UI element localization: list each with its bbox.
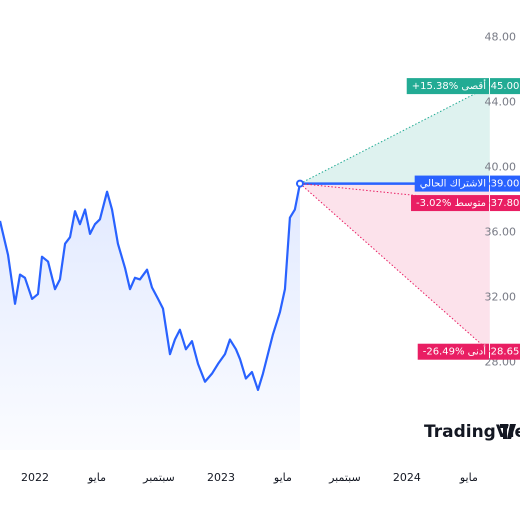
- price-badge: [490, 78, 520, 95]
- forecast-label-box: [411, 195, 489, 212]
- forecast-line: [299, 183, 490, 204]
- price-badge-label: 45.00: [491, 81, 520, 92]
- x-tick-label: سبتمبر: [328, 471, 361, 484]
- x-tick-label: 2024: [393, 471, 421, 484]
- watermark-text: TradingView: [424, 422, 520, 442]
- x-tick-label: سبتمبر: [142, 471, 175, 484]
- price-badge-label: 37.80: [491, 198, 520, 209]
- logo: [503, 424, 507, 439]
- forecast-label-box: [417, 343, 489, 360]
- logo: [507, 424, 516, 439]
- forecast-label-box: [406, 78, 489, 95]
- y-tick-label: 36.00: [485, 225, 517, 238]
- price-badge-label: 28.65: [491, 347, 520, 358]
- watermark: TradingView: [424, 422, 520, 442]
- y-tick-label: 48.00: [485, 30, 517, 43]
- forecast-label-box: [414, 175, 489, 192]
- price-badge-label: 39.00: [491, 179, 520, 190]
- x-tick-label: مايو: [459, 471, 478, 484]
- forecast-label: الاشتراك الحالي: [420, 179, 486, 190]
- forecast-label: -3.02% متوسط: [416, 198, 486, 209]
- price-line: [0, 183, 302, 391]
- forecast-line: [299, 85, 491, 185]
- price-badge: [490, 175, 520, 192]
- price-badge: [490, 195, 520, 212]
- y-tick-label: 44.00: [485, 95, 517, 108]
- x-tick-label: 2022: [21, 471, 49, 484]
- forecast-line: [299, 183, 491, 353]
- y-tick-label: 32.00: [485, 290, 517, 303]
- last-point: [295, 179, 304, 188]
- forecast-label: +15.38% أقصى: [412, 79, 486, 92]
- x-tick-label: 2023: [207, 471, 235, 484]
- x-tick-label: مايو: [87, 471, 106, 484]
- forecast-label: -26.49% أدنى: [423, 345, 486, 358]
- x-tick-label: مايو: [273, 471, 292, 484]
- price-area: [0, 183, 300, 450]
- y-tick-label: 40.00: [485, 160, 517, 173]
- price-badge: [490, 343, 520, 360]
